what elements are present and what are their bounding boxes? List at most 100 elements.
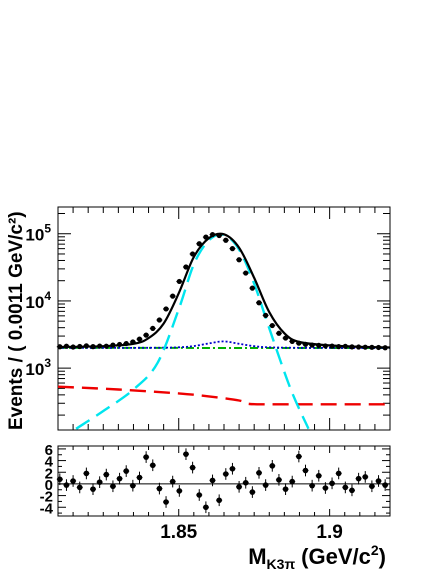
pull-point xyxy=(249,489,256,495)
pull-x-tick-label: 1.85 xyxy=(160,522,197,543)
pull-point xyxy=(242,479,249,486)
data-point xyxy=(130,339,136,345)
data-point xyxy=(236,257,242,263)
data-point xyxy=(163,306,169,312)
main-y-tick-label-exp: 3 xyxy=(44,356,51,370)
pull-point xyxy=(375,478,382,484)
data-point xyxy=(176,278,182,285)
pull-point xyxy=(189,464,196,471)
pull-point xyxy=(296,453,302,460)
fit-curve-total-fit xyxy=(57,232,391,349)
data-point xyxy=(269,322,275,329)
pull-y-tick-label: 6 xyxy=(45,442,53,459)
main-x-ticks xyxy=(57,207,391,430)
data-point xyxy=(243,270,249,276)
data-point xyxy=(190,251,196,257)
data-point xyxy=(249,285,255,291)
data-point xyxy=(216,232,222,239)
pull-y-tick-label: 4 xyxy=(45,454,54,471)
pull-point xyxy=(349,487,355,494)
pull-point xyxy=(130,482,136,489)
data-point xyxy=(302,341,309,347)
main-y-tick-label-base: 10 xyxy=(25,360,44,379)
pull-y-ticks xyxy=(58,448,390,514)
data-point xyxy=(276,330,282,336)
pull-point xyxy=(183,451,189,457)
fit-curve-background-other xyxy=(57,385,390,406)
x-axis-title-unit: (GeV/c xyxy=(301,544,371,569)
data-point xyxy=(309,342,315,348)
main-y-tick-label: 104 xyxy=(25,289,51,312)
pull-point xyxy=(110,483,116,490)
x-axis-title-main: M xyxy=(248,544,266,569)
data-point xyxy=(209,232,216,238)
main-y-tick-label: 103 xyxy=(25,356,51,379)
data-point xyxy=(170,293,176,299)
pull-point xyxy=(315,472,322,479)
data-point xyxy=(63,343,70,349)
data-point xyxy=(289,338,295,344)
pull-point xyxy=(369,483,375,490)
data-point xyxy=(229,246,236,252)
data-point xyxy=(375,344,382,351)
main-y-ticks xyxy=(58,213,390,416)
pull-point xyxy=(209,477,216,484)
pull-point xyxy=(203,504,209,511)
data-point xyxy=(322,343,329,349)
data-point xyxy=(150,325,156,332)
pull-point xyxy=(116,475,123,482)
pull-point xyxy=(309,482,315,489)
main-y-axis-title: Events / ( 0.0011 GeV/c²) xyxy=(6,211,27,430)
pull-point xyxy=(302,467,309,474)
data-point xyxy=(136,336,143,342)
x-axis-title: MK3π (GeV/c2) xyxy=(248,542,386,572)
data-point xyxy=(90,344,96,350)
data-point xyxy=(349,344,355,350)
data-point xyxy=(342,343,348,349)
pull-point xyxy=(70,478,76,484)
data-point xyxy=(183,264,189,270)
data-point xyxy=(329,343,335,349)
pull-x-tick-label: 1.9 xyxy=(316,522,342,543)
pull-point xyxy=(196,492,203,498)
pull-point xyxy=(322,485,329,491)
pull-x-tick-labels: 1.85 1.9 xyxy=(160,522,343,543)
pull-y-tick-label: 2 xyxy=(45,465,53,482)
pull-point xyxy=(282,486,289,492)
data-point xyxy=(116,341,123,348)
data-point xyxy=(223,237,229,243)
pull-point xyxy=(169,478,176,485)
data-point xyxy=(97,343,103,349)
data-point xyxy=(362,344,368,350)
pull-point xyxy=(382,482,388,488)
pull-point xyxy=(335,470,342,477)
pull-y-tick-label: -4 xyxy=(40,500,54,517)
pull-point xyxy=(355,475,362,482)
pull-x-ticks xyxy=(57,446,391,516)
pull-point xyxy=(362,474,369,480)
data-point xyxy=(203,234,209,240)
pull-point xyxy=(269,463,276,469)
main-y-tick-label-exp: 4 xyxy=(44,289,51,303)
pull-point xyxy=(176,488,183,494)
pull-point xyxy=(96,479,103,485)
main-y-tick-label-exp: 5 xyxy=(44,222,51,236)
data-point xyxy=(196,241,202,247)
pull-point xyxy=(223,471,229,477)
data-point xyxy=(70,344,76,350)
pull-point xyxy=(136,474,143,481)
pull-point xyxy=(262,482,269,488)
data-point xyxy=(316,342,322,348)
data-point xyxy=(103,343,109,349)
pull-point xyxy=(57,476,63,483)
data-point xyxy=(336,344,342,350)
pull-point xyxy=(276,477,282,483)
pull-point xyxy=(329,480,335,487)
data-point xyxy=(282,335,289,341)
data-point xyxy=(263,312,269,318)
data-point xyxy=(77,343,83,350)
